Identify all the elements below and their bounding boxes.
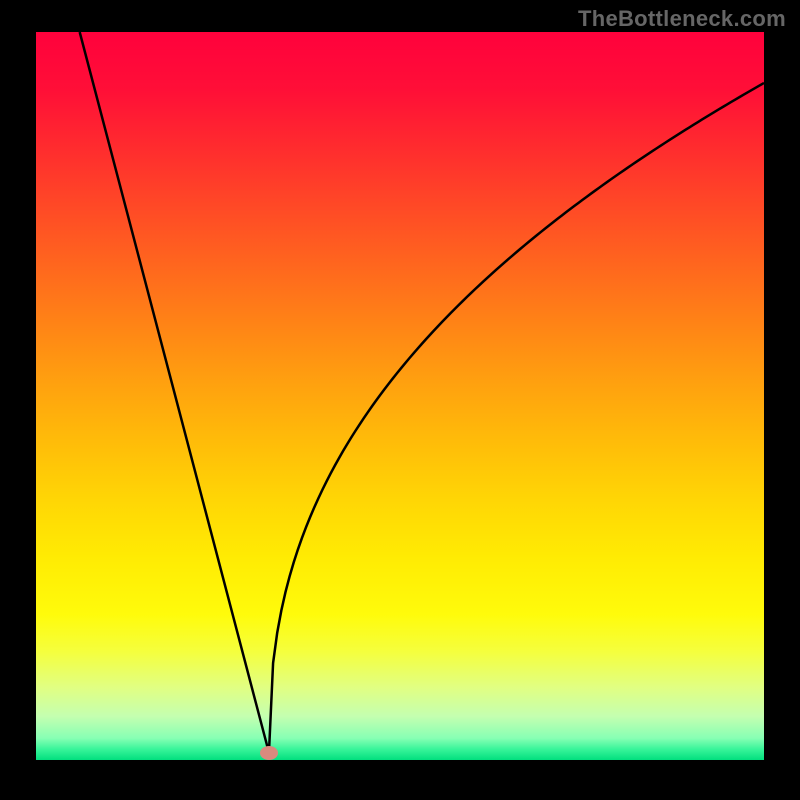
bottleneck-curve	[36, 32, 764, 760]
plot-frame	[36, 32, 764, 760]
minimum-marker	[260, 746, 278, 760]
plot-area	[36, 32, 764, 760]
watermark-text: TheBottleneck.com	[578, 6, 786, 32]
curve-path	[80, 32, 764, 753]
